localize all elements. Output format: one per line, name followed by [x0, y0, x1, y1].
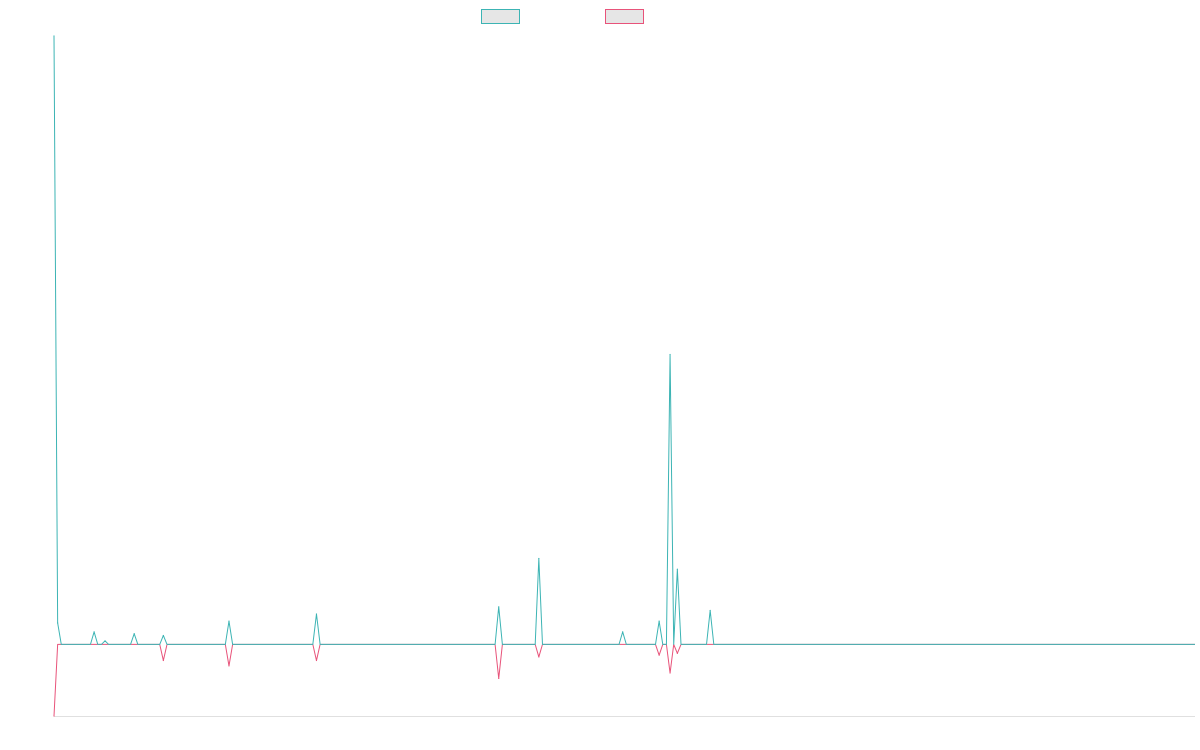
series-b-line [53, 643, 1195, 717]
series-a-point-8 [498, 606, 500, 608]
legend-swatch-series-a [481, 9, 520, 24]
series-b-point-1 [162, 659, 164, 662]
series-a-point-5 [162, 634, 164, 637]
series-a-point-12 [669, 353, 671, 356]
series-a-point-9 [538, 557, 540, 560]
series-a-point-0 [53, 35, 55, 37]
series-a-point-4 [133, 633, 135, 635]
series-a-point-14 [709, 609, 711, 612]
series-b-point-6 [658, 654, 660, 656]
legend-swatch-series-b [605, 9, 644, 24]
series-a-point-11 [658, 620, 660, 622]
series-a-point-3 [104, 640, 106, 642]
series-a-point-6 [228, 620, 230, 622]
series-a-point-2 [93, 631, 95, 633]
series-a-point-1 [57, 622, 59, 624]
series-b-point-2 [228, 665, 230, 667]
series-b-point-0 [53, 715, 55, 717]
series-b-point-4 [498, 677, 500, 680]
series-a-point-7 [315, 613, 318, 615]
series-b-point-3 [315, 659, 318, 662]
series-b-point-5 [538, 656, 540, 658]
series-a-point-13 [676, 568, 678, 570]
legend-item-series-a[interactable] [481, 9, 520, 24]
series-b-point-8 [676, 652, 678, 654]
legend-item-series-b[interactable] [605, 9, 644, 24]
series-a-point-10 [622, 631, 624, 633]
series-a-line [53, 35, 1195, 645]
legend [0, 9, 1200, 27]
series-b-point-7 [669, 672, 671, 674]
